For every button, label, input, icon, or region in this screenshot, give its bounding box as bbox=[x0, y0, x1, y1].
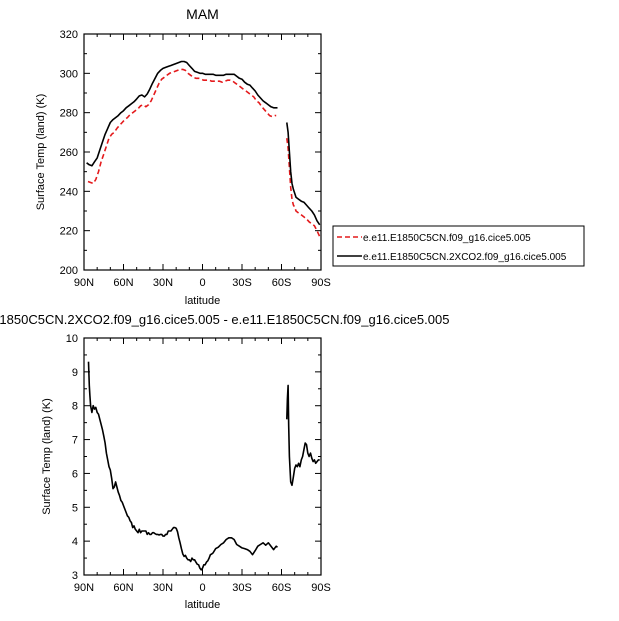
series-line-1-segment-2 bbox=[286, 384, 320, 487]
y-tick-label: 260 bbox=[60, 147, 78, 159]
series-line-1-segment-2 bbox=[286, 138, 321, 237]
y-tick-label: 10 bbox=[66, 333, 78, 345]
y-tick-label: 320 bbox=[60, 29, 78, 41]
x-tick-label: 30S bbox=[232, 582, 252, 594]
chart-title: MAM bbox=[186, 6, 219, 22]
x-axis-label: latitude bbox=[185, 295, 220, 307]
y-tick-label: 200 bbox=[60, 265, 78, 277]
legend-entry-1: e.e11.E1850C5CN.f09_g16.cice5.005 bbox=[363, 233, 531, 244]
series-line-2-segment-2 bbox=[286, 122, 321, 226]
chart-1: MAM 200 220 240 260 280 300 320 90N 60N 30N 0 30S 60S… bbox=[35, 6, 585, 307]
y-tick-label: 8 bbox=[72, 401, 78, 413]
plot-frame bbox=[83, 337, 322, 576]
x-tick-label: 90N bbox=[74, 582, 94, 594]
x-axis-label: latitude bbox=[185, 599, 220, 611]
x-tick-label: 60S bbox=[272, 582, 292, 594]
chart-title: e.e11.E1850C5CN.2XCO2.f09_g16.cice5.005 … bbox=[0, 312, 449, 327]
plot-frame bbox=[83, 33, 322, 271]
x-tick-label: 0 bbox=[199, 277, 205, 289]
x-tick-label: 90S bbox=[311, 582, 331, 594]
y-tick-label: 220 bbox=[60, 226, 78, 238]
y-axis-label: Surface Temp (land) (K) bbox=[35, 94, 47, 211]
series-line-2-segment-1 bbox=[86, 60, 278, 167]
series-line-1-segment-1 bbox=[87, 68, 277, 185]
series-line-1-segment-1 bbox=[87, 361, 278, 571]
y-tick-label: 5 bbox=[72, 502, 78, 514]
x-tick-label: 60N bbox=[113, 582, 133, 594]
x-tick-label: 30S bbox=[232, 277, 252, 289]
x-tick-label: 60S bbox=[272, 277, 292, 289]
x-tick-label: 30N bbox=[153, 582, 173, 594]
y-tick-label: 7 bbox=[72, 435, 78, 447]
y-tick-label: 280 bbox=[60, 108, 78, 120]
y-tick-label: 9 bbox=[72, 367, 78, 379]
x-tick-label: 0 bbox=[199, 582, 205, 594]
y-tick-label: 300 bbox=[60, 68, 78, 80]
x-tick-label: 30N bbox=[153, 277, 173, 289]
y-tick-label: 240 bbox=[60, 186, 78, 198]
x-tick-label: 90N bbox=[74, 277, 94, 289]
x-tick-label: 90S bbox=[311, 277, 331, 289]
y-tick-label: 3 bbox=[72, 570, 78, 582]
legend: e.e11.E1850C5CN.f09_g16.cice5.005 e.e11.E… bbox=[332, 225, 585, 267]
legend-entry-2: e.e11.E1850C5CN.2XCO2.f09_g16.cice5.005 bbox=[363, 252, 567, 263]
y-tick-label: 6 bbox=[72, 468, 78, 480]
y-axis-label: Surface Temp (land) (K) bbox=[41, 398, 53, 515]
y-tick-label: 4 bbox=[72, 536, 78, 548]
chart-2: e.e11.E1850C5CN.2XCO2.f09_g16.cice5.005 … bbox=[0, 312, 449, 611]
x-tick-label: 60N bbox=[113, 277, 133, 289]
legend-box bbox=[332, 225, 585, 267]
